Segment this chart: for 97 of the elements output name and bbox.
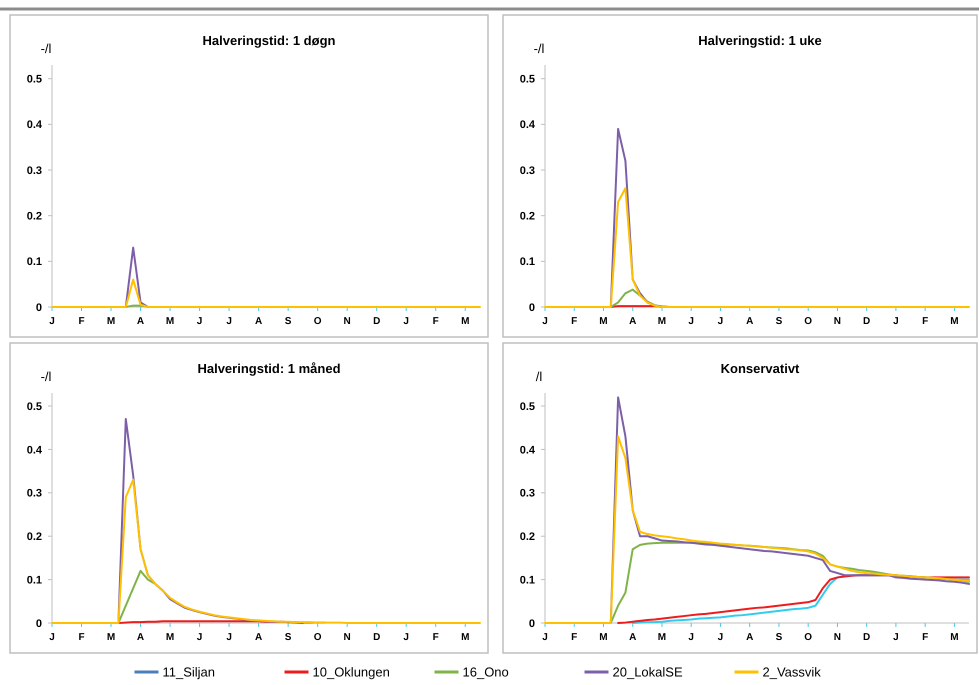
- x-tick-label: A: [629, 316, 636, 327]
- x-tick-label: D: [373, 632, 380, 643]
- y-axis-title: -/l: [40, 41, 52, 56]
- x-tick-label: A: [746, 632, 754, 643]
- x-tick-label: M: [599, 632, 608, 643]
- y-tick-label: 0.2: [520, 531, 535, 544]
- x-tick-label: N: [834, 316, 842, 327]
- x-tick-label: N: [344, 632, 351, 643]
- x-tick-label: J: [718, 632, 724, 643]
- x-tick-label: O: [314, 632, 322, 643]
- y-tick-label: 0: [528, 618, 535, 630]
- y-tick-label: 0: [36, 302, 42, 314]
- x-tick-label: J: [542, 632, 548, 643]
- x-tick-label: A: [255, 316, 262, 327]
- y-tick-label: 0.1: [26, 574, 42, 586]
- x-tick-label: J: [403, 316, 409, 327]
- x-tick-label: J: [403, 632, 409, 643]
- y-tick-label: 0.1: [520, 574, 535, 586]
- x-tick-label: M: [658, 632, 666, 643]
- x-tick-label: F: [432, 632, 439, 643]
- y-tick-label: 0.4: [520, 444, 536, 456]
- y-tick-label: 0.4: [26, 119, 43, 132]
- x-tick-label: A: [255, 632, 262, 643]
- x-tick-label: F: [922, 316, 928, 327]
- x-tick-label: O: [314, 316, 322, 327]
- x-tick-label: J: [688, 316, 694, 327]
- y-tick-label: 0.3: [520, 164, 535, 177]
- x-tick-label: M: [461, 632, 470, 643]
- y-tick-label: 0.1: [26, 256, 42, 268]
- y-tick-label: 0.4: [26, 444, 43, 456]
- x-tick-label: D: [373, 316, 380, 327]
- chart-title: Halveringstid: 1 døgn: [202, 33, 336, 48]
- x-tick-label: S: [776, 316, 783, 327]
- x-tick-label: J: [893, 632, 899, 643]
- x-tick-label: J: [49, 316, 55, 327]
- x-tick-label: F: [922, 632, 928, 643]
- legend-label: 2_Vassvik: [762, 664, 822, 680]
- chart-title: Konservativt: [720, 361, 800, 376]
- x-tick-label: O: [804, 632, 812, 643]
- y-tick-label: 0.1: [520, 256, 535, 268]
- x-tick-label: M: [599, 316, 608, 327]
- x-tick-label: S: [776, 632, 783, 643]
- x-tick-label: A: [746, 316, 754, 327]
- y-axis-title: /l: [536, 369, 542, 384]
- x-tick-label: J: [542, 316, 548, 327]
- x-tick-label: F: [78, 632, 85, 643]
- x-tick-label: S: [284, 316, 292, 327]
- x-tick-label: F: [78, 316, 85, 327]
- x-tick-label: M: [950, 316, 959, 327]
- y-tick-label: 0.2: [26, 531, 42, 544]
- y-tick-label: 0: [36, 618, 42, 630]
- y-tick-label: 0.3: [26, 164, 42, 177]
- y-tick-label: 0: [528, 302, 535, 314]
- x-tick-label: N: [344, 316, 351, 327]
- x-tick-label: A: [629, 632, 636, 643]
- y-tick-label: 0.2: [520, 210, 535, 223]
- x-tick-label: M: [950, 632, 959, 643]
- x-tick-label: J: [196, 316, 202, 327]
- y-tick-label: 0.2: [26, 210, 42, 223]
- x-tick-label: D: [863, 632, 870, 643]
- y-tick-label: 0.5: [520, 400, 535, 413]
- x-tick-label: J: [688, 632, 694, 643]
- chart-title: Halveringstid: 1 måned: [197, 361, 341, 376]
- legend-label: 10_Oklungen: [312, 664, 390, 680]
- y-tick-label: 0.5: [26, 74, 42, 86]
- x-tick-label: M: [106, 316, 116, 327]
- y-axis-title: -/l: [40, 369, 52, 384]
- x-tick-label: F: [571, 316, 578, 327]
- chart-title: Halveringstid: 1 uke: [698, 33, 822, 48]
- x-tick-label: M: [166, 316, 174, 327]
- x-tick-label: J: [49, 632, 55, 643]
- legend-label: 16_Ono: [462, 664, 509, 680]
- y-axis-title: -/l: [534, 41, 545, 56]
- x-tick-label: F: [571, 632, 578, 643]
- x-tick-label: J: [226, 632, 232, 643]
- x-tick-label: M: [658, 316, 666, 327]
- x-tick-label: A: [136, 316, 144, 327]
- y-tick-label: 0.4: [520, 119, 536, 132]
- x-tick-label: M: [106, 632, 116, 643]
- x-tick-label: J: [226, 316, 232, 327]
- legend-label: 20_LokalSE: [612, 664, 683, 680]
- x-tick-label: D: [863, 316, 870, 327]
- y-tick-label: 0.5: [520, 74, 535, 86]
- y-tick-label: 0.3: [520, 488, 535, 500]
- y-tick-label: 0.3: [26, 488, 42, 500]
- x-tick-label: A: [136, 632, 144, 643]
- x-tick-label: J: [718, 316, 724, 327]
- x-tick-label: F: [432, 316, 439, 327]
- legend-label: 11_Siljan: [162, 664, 216, 680]
- x-tick-label: J: [196, 632, 202, 643]
- x-tick-label: M: [166, 632, 174, 643]
- x-tick-label: O: [804, 316, 812, 327]
- x-tick-label: M: [461, 316, 470, 327]
- y-tick-label: 0.5: [26, 400, 42, 413]
- x-tick-label: J: [893, 316, 899, 327]
- x-tick-label: N: [834, 632, 842, 643]
- x-tick-label: S: [284, 632, 292, 643]
